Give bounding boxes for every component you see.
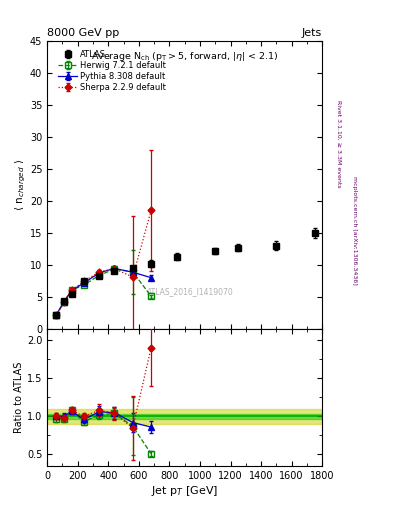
Text: mcplots.cern.ch [arXiv:1306.3436]: mcplots.cern.ch [arXiv:1306.3436] <box>352 176 357 285</box>
Text: Rivet 3.1.10, ≥ 3.3M events: Rivet 3.1.10, ≥ 3.3M events <box>336 99 341 187</box>
Bar <box>47 409 322 424</box>
Y-axis label: ⟨ n$_{charged}$ ⟩: ⟨ n$_{charged}$ ⟩ <box>14 159 28 211</box>
X-axis label: Jet p$_{T}$ [GeV]: Jet p$_{T}$ [GeV] <box>151 483 218 498</box>
Legend: ATLAS, Herwig 7.2.1 default, Pythia 8.308 default, Sherpa 2.2.9 default: ATLAS, Herwig 7.2.1 default, Pythia 8.30… <box>57 48 168 94</box>
Bar <box>47 414 322 419</box>
Text: 8000 GeV pp: 8000 GeV pp <box>47 28 119 38</box>
Text: Average N$_{\rm ch}$ (p$_{\rm T}$$>$5, forward, |$\eta$| < 2.1): Average N$_{\rm ch}$ (p$_{\rm T}$$>$5, f… <box>91 50 279 62</box>
Text: Jets: Jets <box>302 28 322 38</box>
Text: ATLAS_2016_I1419070: ATLAS_2016_I1419070 <box>147 287 233 296</box>
Y-axis label: Ratio to ATLAS: Ratio to ATLAS <box>14 361 24 433</box>
